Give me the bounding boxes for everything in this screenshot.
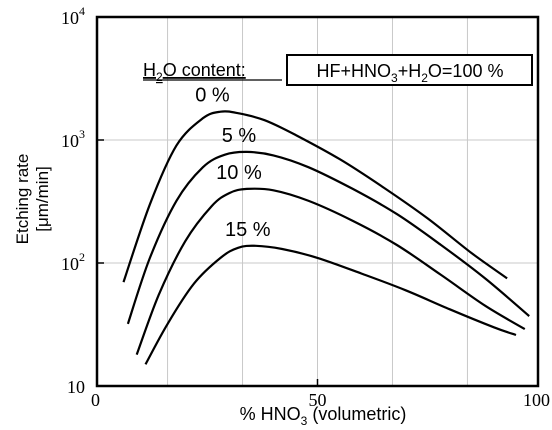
x-axis-ticks: 0 50 100 <box>91 379 550 410</box>
series-label-4: 15 % <box>225 219 271 241</box>
composition-annotation: HF+HNO3+H2O=100 % <box>286 54 533 86</box>
y-axis-label-line1: Etching rate <box>13 154 32 245</box>
x-tick-label: 50 <box>309 390 327 410</box>
y-tick-label: 102 <box>61 250 85 274</box>
y-tick-label: 104 <box>61 4 85 28</box>
y-tick-label: 10 <box>67 377 85 397</box>
series-line-4 <box>144 244 517 365</box>
x-tick-label: 0 <box>91 390 100 410</box>
legend-title: H2O content: <box>143 60 246 84</box>
series-labels: 0 % 5 % 10 % 15 % <box>195 85 271 241</box>
x-tick-label: 100 <box>523 390 550 410</box>
y-axis-ticks: 10 102 103 104 <box>61 4 104 397</box>
series-label-3: 10 % <box>216 162 262 184</box>
series-group <box>122 110 530 365</box>
series-label-1: 0 % <box>195 85 230 107</box>
annotation-box <box>286 54 533 86</box>
series-line-1 <box>122 110 508 283</box>
series-line-3 <box>135 187 526 355</box>
y-tick-label: 103 <box>61 127 85 151</box>
x-axis-label: % HNO3 (volumetric) <box>240 404 407 428</box>
series-label-2: 5 % <box>222 125 257 147</box>
y-axis-label: Etching rate [μm/min] <box>13 154 52 245</box>
annotation-text: HF+HNO3+H2O=100 % <box>317 61 504 85</box>
y-axis-label-line2: [μm/min] <box>33 166 52 232</box>
series-line-2 <box>126 150 530 325</box>
